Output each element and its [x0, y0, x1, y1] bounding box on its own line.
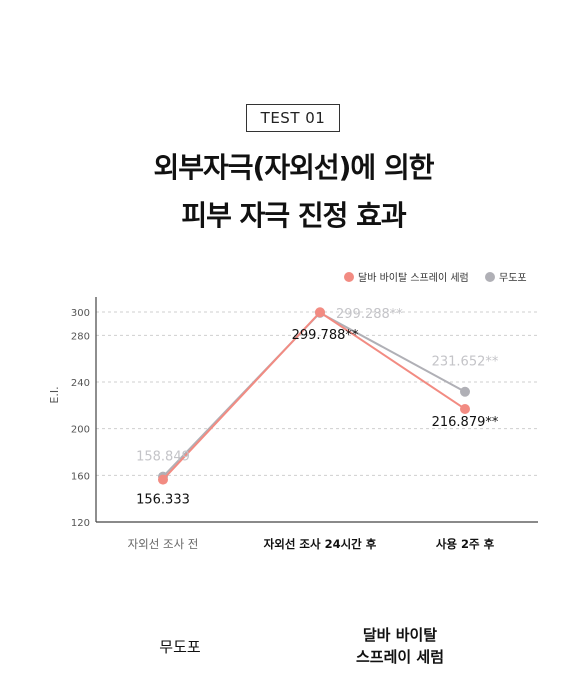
legend-marker — [344, 272, 354, 282]
data-point — [158, 474, 168, 485]
chart-series — [158, 307, 470, 485]
page-title-line1: 외부자극(자외선)에 의한 — [153, 151, 435, 184]
x-tick-label: 자외선 조사 전 — [128, 537, 199, 551]
data-label: 216.879** — [432, 415, 499, 430]
serum-label-line1: 달바 바이탈 — [362, 626, 438, 644]
data-label: 231.652** — [432, 355, 499, 370]
legend-marker — [485, 272, 495, 282]
legend-label: 무도포 — [499, 273, 527, 284]
data-label: 158.849 — [136, 450, 190, 465]
page-title-line2: 피부 자극 진정 효과 — [181, 199, 406, 232]
chart-legend: 달바 바이탈 스프레이 세럼 무도포 — [344, 271, 527, 284]
data-label: 299.788** — [292, 328, 359, 343]
y-axis-label: E.I. — [48, 386, 61, 403]
x-tick-label: 사용 2주 후 — [436, 537, 495, 551]
y-tick-label: 200 — [71, 425, 90, 436]
data-point — [315, 307, 325, 318]
chart-data-labels: 156.333 299.788** 216.879** 158.849 299.288*… — [136, 307, 499, 508]
serum-label: 달바 바이탈 스프레이 세럼 — [340, 624, 460, 668]
serum-label-line2: 스프레이 세럼 — [355, 648, 445, 666]
test-badge: TEST 01 — [246, 104, 340, 132]
data-label: 156.333 — [136, 493, 190, 508]
line-chart: 달바 바이탈 스프레이 세럼 무도포 120 160 200 240 280 300 E.I.… — [48, 271, 538, 551]
chart-grid — [96, 311, 538, 476]
y-tick-label: 240 — [71, 378, 90, 389]
y-tick-label: 300 — [71, 308, 90, 319]
data-label: 299.288** — [336, 307, 403, 322]
control-label: 무도포 — [159, 638, 201, 656]
data-point — [460, 386, 470, 397]
chart-axes: 120 160 200 240 280 300 E.I. 자외선 조사 전 자외선 조사 24시… — [48, 297, 538, 551]
y-tick-label: 120 — [71, 518, 90, 529]
x-tick-label: 자외선 조사 24시간 후 — [264, 537, 377, 551]
legend-label: 달바 바이탈 스프레이 세럼 — [358, 271, 469, 284]
data-point — [460, 403, 470, 414]
y-tick-label: 160 — [71, 471, 90, 482]
y-tick-label: 280 — [71, 331, 90, 342]
